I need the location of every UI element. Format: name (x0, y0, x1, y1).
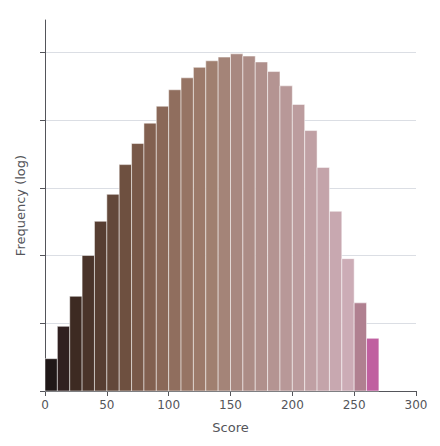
svg-text:250: 250 (343, 398, 366, 412)
svg-text:150: 150 (219, 398, 242, 412)
svg-text:200: 200 (281, 398, 304, 412)
svg-text:Score: Score (212, 420, 248, 435)
svg-text:100: 100 (157, 398, 180, 412)
svg-text:50: 50 (99, 398, 114, 412)
svg-text:Frequency (log): Frequency (log) (13, 155, 28, 256)
svg-text:0: 0 (41, 398, 49, 412)
svg-text:300: 300 (405, 398, 428, 412)
